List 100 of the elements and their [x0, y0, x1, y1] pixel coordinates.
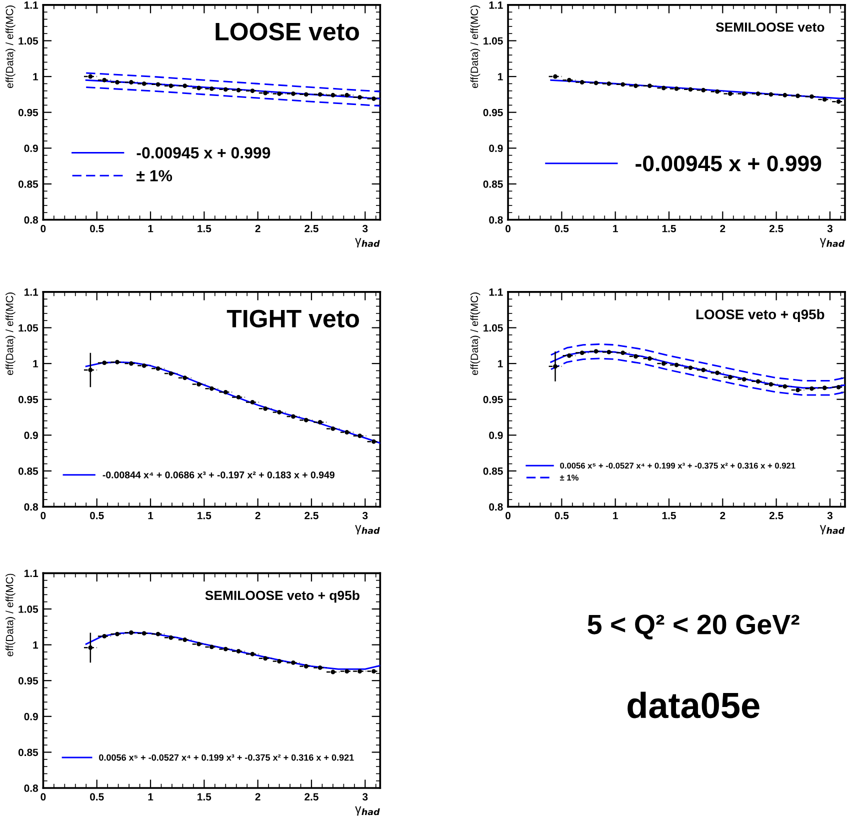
point [661, 361, 666, 366]
point [142, 363, 146, 368]
x-tick-label: 0.5 [90, 224, 104, 232]
point [168, 635, 174, 640]
y-tick-label: 0.9 [24, 432, 38, 440]
point [263, 656, 268, 661]
point [742, 92, 746, 96]
x-tick-label: 0 [40, 793, 46, 801]
x-tick-label: 2 [720, 224, 726, 232]
x-tick-label: 0.5 [90, 512, 104, 520]
x-tick-label: 0.5 [90, 793, 104, 801]
point [796, 388, 800, 392]
y-tick-label: 1.05 [484, 324, 503, 332]
point [553, 74, 558, 79]
x-tick-label: 2.5 [304, 512, 318, 520]
legend-label: 0.0056 x⁵ + -0.0527 x⁴ + 0.199 x³ + -0.375 x² + 0.316 x + 0.921 [560, 462, 796, 469]
x-axis-title: γ$_{had}$ [820, 525, 845, 534]
line-series [550, 358, 845, 396]
x-tick-label: 2 [255, 224, 260, 232]
point [196, 382, 202, 387]
x-axis-title: γ$_{had}$ [355, 525, 380, 534]
point [822, 386, 827, 390]
x-tick-label: 3 [362, 224, 368, 232]
point [263, 90, 268, 96]
point [756, 92, 760, 96]
point [102, 78, 107, 82]
x-tick-label: 2.5 [304, 793, 318, 801]
x-tick-label: 3 [827, 512, 832, 520]
point [196, 86, 202, 90]
line-series [550, 350, 845, 389]
y-tick-label: 0.85 [483, 180, 503, 188]
point [102, 634, 107, 638]
point [236, 394, 241, 400]
y-tick-label: 1.1 [24, 2, 38, 9]
point [701, 368, 706, 372]
x-tick-label: 0.5 [554, 512, 569, 520]
x-tick-label: 0 [506, 512, 510, 520]
point [196, 642, 202, 646]
point [647, 356, 652, 361]
point [580, 80, 584, 84]
y-tick-label: 1.05 [484, 37, 503, 45]
point [223, 87, 228, 92]
y-tick-label: 1.05 [18, 324, 38, 332]
point [836, 99, 841, 104]
y-tick-label: 0.9 [489, 144, 503, 152]
x-tick-label: 1 [148, 512, 154, 520]
y-tick-label: 1.1 [24, 288, 38, 296]
point [674, 86, 679, 91]
point [594, 80, 598, 86]
y-tick-label: 0.9 [489, 432, 503, 440]
y-tick-label: 1 [33, 73, 38, 80]
y-tick-label: 0.95 [483, 108, 503, 116]
point [168, 84, 174, 88]
legend-label: -0.00945 x + 0.999 [136, 147, 270, 158]
y-axis-title: eff(Data) / eff(MC) [470, 6, 480, 88]
point [715, 370, 720, 376]
point [330, 426, 336, 431]
point [688, 366, 693, 370]
point [647, 84, 652, 88]
point [277, 410, 282, 414]
x-tick-label: 3 [362, 512, 368, 520]
point [742, 377, 746, 382]
x-tick-label: 3 [362, 793, 368, 801]
x-tick-label: 1.5 [662, 225, 676, 232]
x-axis-title: γ$_{had}$ [355, 238, 380, 248]
text: LOOSE veto [216, 22, 359, 40]
y-tick-label: 1.05 [18, 37, 38, 45]
point [768, 92, 774, 97]
line-series [550, 343, 845, 382]
x-tick-label: 2 [720, 512, 726, 520]
point [236, 88, 241, 92]
text: SEMILOOSE veto [716, 22, 824, 32]
point [142, 631, 146, 636]
y-axis-title: eff(Data) / eff(MC) [6, 6, 16, 88]
x-axis-title: γ$_{had}$ [820, 238, 845, 248]
point [291, 92, 296, 96]
point [594, 349, 598, 354]
point [223, 390, 228, 394]
y-tick-label: 1.05 [18, 605, 38, 613]
text: 5 < Q² < 20 GeV² [588, 614, 800, 640]
y-tick-label: 0.8 [489, 503, 503, 511]
x-axis-title: γ$_{had}$ [355, 806, 380, 816]
point [182, 638, 188, 642]
y-tick-label: 0.85 [18, 467, 38, 475]
point [372, 669, 376, 674]
x-tick-label: 1.5 [662, 512, 676, 520]
x-tick-label: 2 [255, 512, 260, 520]
point [768, 382, 774, 387]
point [209, 386, 214, 391]
point [318, 665, 322, 670]
point [182, 376, 188, 380]
text: SEMILOOSE veto + q95b [205, 590, 360, 603]
point [128, 80, 134, 84]
point [810, 386, 814, 391]
text: data05e [628, 692, 760, 718]
y-tick-label: 0.85 [483, 467, 503, 475]
point [128, 630, 134, 635]
line-series [85, 632, 380, 670]
x-tick-label: 0 [40, 224, 46, 232]
text: LOOSE veto + q95b [696, 309, 824, 322]
